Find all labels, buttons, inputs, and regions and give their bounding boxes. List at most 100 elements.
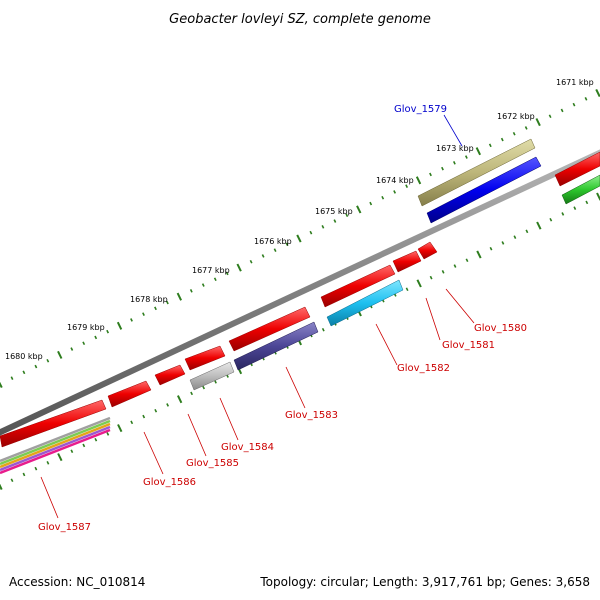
kbp-label-1671: 1671 kbp xyxy=(556,78,594,87)
outer-ring-minor-tick xyxy=(464,155,468,159)
outer-ring-major-tick xyxy=(296,234,302,243)
topology-summary: Topology: circular; Length: 3,917,761 bp… xyxy=(259,575,590,589)
outer-ring-minor-tick xyxy=(94,335,98,340)
outer-ring-major-tick xyxy=(236,263,242,272)
leader-1579 xyxy=(443,114,463,147)
cds-forward-right[interactable] xyxy=(554,151,600,187)
feature-green-bar[interactable] xyxy=(561,174,600,205)
outer-ring-major-tick xyxy=(176,292,182,301)
inner-ring-minor-tick xyxy=(405,287,409,292)
outer-ring-minor-tick xyxy=(106,329,110,334)
accession-text: Accession: NC_010814 xyxy=(9,575,145,589)
inner-ring-major-tick xyxy=(476,250,482,259)
cds-forward-1586-region[interactable] xyxy=(107,380,152,408)
gene-label-1585[interactable]: Glov_1585 xyxy=(186,458,239,469)
leader-1582 xyxy=(375,323,398,366)
inner-ring-major-tick xyxy=(0,483,3,491)
outer-ring-major-tick xyxy=(57,350,63,359)
inner-ring-minor-tick xyxy=(465,258,469,263)
feature-gray-bar[interactable] xyxy=(189,361,235,391)
feature-olive-bar[interactable] xyxy=(417,138,536,207)
inner-ring-minor-tick xyxy=(142,414,146,419)
outer-ring-minor-tick xyxy=(201,283,205,287)
inner-ring-minor-tick xyxy=(573,206,577,210)
outer-ring-major-tick xyxy=(116,321,123,330)
inner-ring-major-tick xyxy=(536,221,542,230)
outer-ring-minor-tick xyxy=(189,289,193,293)
cds-forward-1584-region[interactable] xyxy=(184,345,226,371)
gene-label-1587[interactable]: Glov_1587 xyxy=(38,522,91,533)
outer-ring-minor-tick xyxy=(82,341,86,346)
inner-ring-minor-tick xyxy=(549,217,553,222)
feature-cyan-bar[interactable] xyxy=(326,279,404,327)
outer-ring-minor-tick xyxy=(130,318,133,322)
cds-forward-1583-region[interactable] xyxy=(228,306,311,352)
outer-ring-minor-tick xyxy=(560,108,564,113)
outer-ring-minor-tick xyxy=(584,97,588,101)
outer-ring-major-tick xyxy=(356,205,362,214)
outer-ring-minor-tick xyxy=(142,312,145,316)
gene-label-1584[interactable]: Glov_1584 xyxy=(221,442,274,453)
outer-ring-minor-tick xyxy=(405,184,409,188)
feature-purple-bar[interactable] xyxy=(233,321,319,371)
outer-ring-minor-tick xyxy=(441,166,444,171)
outer-ring-minor-tick xyxy=(381,195,385,200)
gene-label-1580[interactable]: Glov_1580 xyxy=(474,323,527,334)
inner-ring-minor-tick xyxy=(22,472,26,477)
inner-ring-minor-tick xyxy=(82,443,86,448)
outer-ring-minor-tick xyxy=(452,161,456,165)
gene-label-1579[interactable]: Glov_1579 xyxy=(394,104,447,115)
inner-ring-minor-tick xyxy=(561,212,565,216)
inner-ring-minor-tick xyxy=(154,408,158,413)
leader-1581 xyxy=(425,297,441,341)
kbp-label-1676: 1676 kbp xyxy=(254,237,292,246)
inner-ring-minor-tick xyxy=(46,461,50,465)
outer-ring-major-tick xyxy=(475,147,481,156)
inner-ring-major-tick xyxy=(416,279,422,288)
outer-ring-major-tick xyxy=(0,381,3,389)
outer-ring-major-tick xyxy=(595,88,600,98)
outer-ring-minor-tick xyxy=(10,376,14,380)
outer-ring-minor-tick xyxy=(22,370,26,375)
cds-forward-1582-region[interactable] xyxy=(320,264,396,308)
cds-forward-1587-region[interactable] xyxy=(0,399,107,448)
inner-ring-minor-tick xyxy=(441,270,445,274)
leader-1585 xyxy=(187,413,207,457)
gene-label-1582[interactable]: Glov_1582 xyxy=(397,363,450,374)
outer-ring-minor-tick xyxy=(165,300,169,305)
inner-ring-minor-tick xyxy=(106,432,110,436)
cds-forward-1580-region[interactable] xyxy=(417,241,438,260)
outer-ring-minor-tick xyxy=(500,137,504,142)
leader-1584 xyxy=(219,397,239,441)
inner-tick-ring xyxy=(0,192,600,491)
leader-1586 xyxy=(143,431,164,475)
outer-ring-minor-tick xyxy=(488,143,492,148)
outer-ring-minor-tick xyxy=(333,219,337,223)
feature-multicolor-stack xyxy=(0,416,111,475)
inner-ring-minor-tick xyxy=(453,264,457,268)
outer-ring-minor-tick xyxy=(429,172,432,177)
leader-1583 xyxy=(285,366,306,409)
inner-ring-minor-tick xyxy=(202,385,206,390)
outer-ring-minor-tick xyxy=(46,358,50,363)
cds-forward-1585-region[interactable] xyxy=(154,364,186,386)
map-title: Geobacter lovleyi SZ, complete genome xyxy=(169,12,431,27)
gene-label-1583[interactable]: Glov_1583 xyxy=(285,410,338,421)
inner-ring-minor-tick xyxy=(166,403,170,407)
outer-ring-major-tick xyxy=(535,118,541,127)
outer-ring-minor-tick xyxy=(213,277,217,282)
inner-ring-minor-tick xyxy=(429,275,433,280)
inner-ring-minor-tick xyxy=(214,380,217,384)
feature-blue-bar[interactable] xyxy=(426,156,542,224)
feature-track xyxy=(0,138,600,475)
gene-label-1581[interactable]: Glov_1581 xyxy=(442,340,495,351)
leader-1580 xyxy=(445,288,475,324)
cds-forward-1581-region[interactable] xyxy=(392,250,422,273)
inner-ring-minor-tick xyxy=(10,478,14,483)
gene-label-1586[interactable]: Glov_1586 xyxy=(143,477,196,488)
genome-backbone xyxy=(0,149,600,436)
forward-cds-track xyxy=(0,151,600,448)
gene-labels: Glov_1579 Glov_1580 Glov_1581 Glov_1582 … xyxy=(38,104,527,533)
inner-ring-minor-tick xyxy=(489,246,493,251)
kbp-label-1680: 1680 kbp xyxy=(5,352,43,361)
